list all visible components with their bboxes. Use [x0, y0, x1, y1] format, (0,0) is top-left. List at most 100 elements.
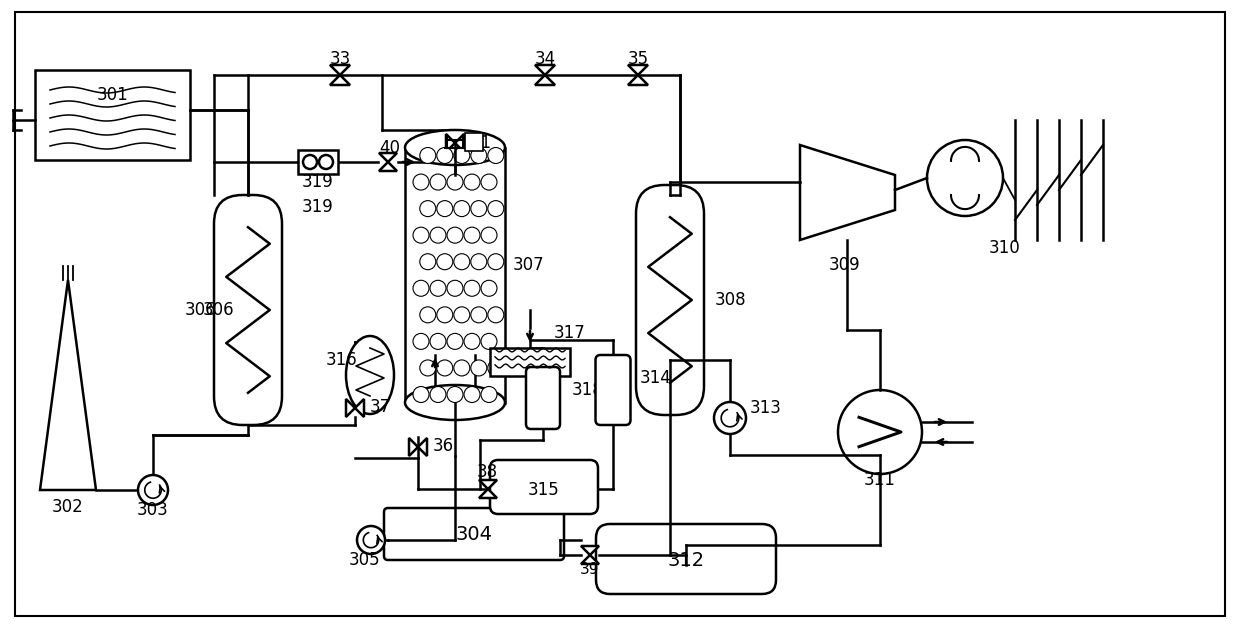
Text: 303: 303 [138, 501, 169, 519]
FancyBboxPatch shape [490, 460, 598, 514]
Polygon shape [800, 145, 895, 240]
Text: 41: 41 [470, 134, 491, 152]
FancyBboxPatch shape [526, 367, 560, 429]
Circle shape [420, 254, 435, 269]
Circle shape [928, 140, 1003, 216]
Polygon shape [582, 555, 599, 564]
Text: 319: 319 [303, 173, 334, 191]
Text: 317: 317 [554, 324, 585, 342]
Text: 36: 36 [433, 437, 454, 455]
Circle shape [446, 227, 463, 243]
Polygon shape [379, 153, 397, 162]
Polygon shape [479, 480, 497, 489]
Circle shape [464, 227, 480, 243]
Circle shape [464, 333, 480, 349]
Circle shape [464, 280, 480, 296]
Circle shape [471, 307, 487, 323]
Text: 313: 313 [750, 399, 782, 417]
Circle shape [420, 148, 435, 163]
Text: 319: 319 [303, 198, 334, 216]
Circle shape [430, 333, 446, 349]
Text: 33: 33 [330, 50, 351, 68]
Circle shape [471, 200, 487, 217]
Circle shape [464, 386, 480, 403]
Polygon shape [409, 438, 418, 456]
Circle shape [481, 227, 497, 243]
Polygon shape [330, 65, 350, 75]
Bar [465, 133, 484, 151]
Text: 35: 35 [627, 50, 649, 68]
Circle shape [454, 254, 470, 269]
Text: 305: 305 [350, 551, 381, 569]
Circle shape [838, 390, 923, 474]
FancyBboxPatch shape [636, 185, 704, 415]
Circle shape [487, 200, 503, 217]
Circle shape [357, 526, 384, 554]
Circle shape [430, 227, 446, 243]
Text: 34: 34 [534, 50, 556, 68]
Circle shape [430, 280, 446, 296]
Text: 307: 307 [513, 256, 544, 274]
Text: 306: 306 [202, 301, 234, 319]
Circle shape [303, 155, 317, 169]
Polygon shape [534, 75, 556, 85]
Text: 309: 309 [830, 256, 861, 274]
FancyBboxPatch shape [384, 508, 564, 560]
Polygon shape [418, 438, 427, 456]
Circle shape [420, 200, 435, 217]
Text: 310: 310 [990, 239, 1021, 257]
Polygon shape [627, 65, 649, 75]
FancyBboxPatch shape [595, 355, 630, 425]
Circle shape [487, 307, 503, 323]
Text: 312: 312 [667, 551, 704, 570]
Polygon shape [534, 65, 556, 75]
Bar [35, 70, 190, 160]
Text: 318: 318 [572, 381, 604, 399]
Circle shape [446, 174, 463, 190]
Circle shape [436, 360, 453, 376]
Text: 311: 311 [864, 471, 897, 489]
Circle shape [436, 200, 453, 217]
Text: 302: 302 [52, 498, 84, 516]
Circle shape [471, 360, 487, 376]
Text: 38: 38 [476, 463, 497, 481]
Circle shape [413, 280, 429, 296]
Circle shape [430, 386, 446, 403]
Circle shape [420, 307, 435, 323]
Text: 308: 308 [715, 291, 746, 309]
Polygon shape [446, 134, 455, 152]
Ellipse shape [405, 130, 505, 165]
Text: 304: 304 [455, 524, 492, 543]
Text: 40: 40 [379, 139, 401, 157]
Circle shape [487, 360, 503, 376]
Polygon shape [479, 489, 497, 498]
Text: 39: 39 [580, 563, 600, 578]
Polygon shape [40, 280, 95, 490]
Text: 315: 315 [528, 481, 560, 499]
Text: 316: 316 [326, 351, 358, 369]
Circle shape [454, 307, 470, 323]
Circle shape [481, 280, 497, 296]
Circle shape [436, 254, 453, 269]
Circle shape [454, 360, 470, 376]
Text: 301: 301 [97, 86, 129, 104]
Circle shape [413, 386, 429, 403]
FancyBboxPatch shape [215, 195, 281, 425]
Circle shape [454, 148, 470, 163]
Ellipse shape [405, 385, 505, 420]
Circle shape [319, 155, 334, 169]
Circle shape [446, 386, 463, 403]
Circle shape [487, 148, 503, 163]
FancyBboxPatch shape [596, 524, 776, 594]
Circle shape [413, 174, 429, 190]
Text: 306: 306 [185, 301, 216, 319]
Circle shape [481, 386, 497, 403]
Polygon shape [355, 399, 365, 417]
Polygon shape [330, 75, 350, 85]
Circle shape [454, 200, 470, 217]
Circle shape [471, 148, 487, 163]
Polygon shape [346, 399, 355, 417]
Circle shape [420, 360, 435, 376]
Polygon shape [455, 134, 464, 152]
Circle shape [436, 307, 453, 323]
